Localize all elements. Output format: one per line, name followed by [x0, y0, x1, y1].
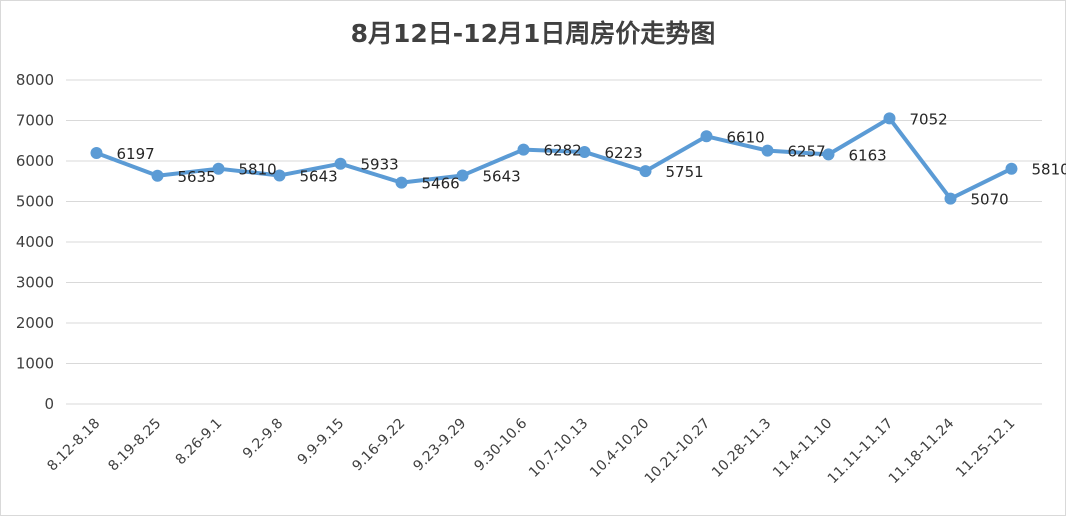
y-tick-label: 6000: [16, 152, 54, 170]
data-point: [639, 165, 652, 178]
y-tick-label: 4000: [16, 233, 54, 251]
y-tick-label: 3000: [16, 274, 54, 292]
gridlines: [66, 79, 1042, 405]
x-axis: 8.12-8.18 8.19-8.25 8.26-9.1 9.2-9.8 9.9-9.1…: [44, 415, 1018, 487]
data-point: [761, 144, 774, 157]
y-tick-label: 8000: [16, 71, 54, 89]
x-tick-label: 9.23-9.29: [410, 416, 469, 475]
x-tick-label: 9.30-10.6: [471, 415, 530, 474]
data-label: 7052: [910, 110, 948, 128]
y-tick-label: 0: [44, 395, 54, 413]
data-point: [944, 192, 957, 205]
data-point: [517, 143, 530, 156]
x-tick-label: 10.7-10.13: [526, 416, 591, 481]
data-point: [700, 130, 713, 143]
data-label: 5810: [239, 161, 277, 179]
data-label: 5751: [666, 163, 704, 181]
y-tick-label: 2000: [16, 314, 54, 332]
data-label: 6197: [117, 145, 155, 163]
x-tick-label: 11.18-11.24: [886, 415, 958, 487]
chart-title: 8月12日-12月1日周房价走势图: [350, 19, 716, 48]
data-point: [395, 176, 408, 189]
data-point: [334, 157, 347, 170]
x-tick-label: 8.19-8.25: [105, 416, 164, 475]
data-point: [1005, 162, 1018, 175]
data-point: [151, 169, 164, 182]
y-tick-label: 5000: [16, 193, 54, 211]
x-tick-label: 9.16-9.22: [349, 416, 408, 475]
x-tick-label: 10.4-10.20: [587, 416, 652, 481]
data-point: [273, 169, 286, 182]
data-label: 5070: [971, 191, 1009, 209]
data-label: 6282: [544, 142, 582, 160]
data-label: 6257: [788, 143, 826, 161]
data-label: 5810: [1032, 161, 1066, 179]
x-tick-label: 8.26-9.1: [173, 416, 226, 469]
x-tick-label: 10.28-11.3: [709, 416, 774, 481]
x-tick-label: 11.4-11.10: [770, 416, 835, 481]
data-labels: 6197 5635 5810 5643 5933 5466 5643 6282 6223 5751…: [117, 110, 1066, 208]
y-axis: 0 1000 2000 3000 4000 5000 6000 7000 8000: [16, 71, 54, 413]
data-point: [212, 162, 225, 175]
data-point: [456, 169, 469, 182]
y-tick-label: 7000: [16, 112, 54, 130]
series-group: [90, 112, 1018, 205]
x-tick-label: 11.25-12.1: [953, 416, 1018, 481]
data-label: 5466: [422, 175, 460, 193]
y-tick-label: 1000: [16, 355, 54, 373]
x-tick-label: 9.2-9.8: [240, 416, 286, 462]
data-point: [822, 148, 835, 161]
data-label: 5933: [361, 156, 399, 174]
x-tick-label: 10.21-10.27: [642, 416, 714, 488]
data-label: 6223: [605, 144, 643, 162]
data-label: 6163: [849, 146, 887, 164]
data-label: 5635: [178, 168, 216, 186]
data-label: 6610: [727, 128, 765, 146]
x-tick-label: 8.12-8.18: [44, 416, 103, 475]
data-label: 5643: [300, 167, 338, 185]
data-label: 5643: [483, 167, 521, 185]
data-point: [578, 145, 591, 158]
data-point: [90, 147, 103, 160]
x-tick-label: 9.9-9.15: [295, 416, 348, 469]
series-line: [95, 116, 1013, 201]
data-point: [883, 112, 896, 125]
